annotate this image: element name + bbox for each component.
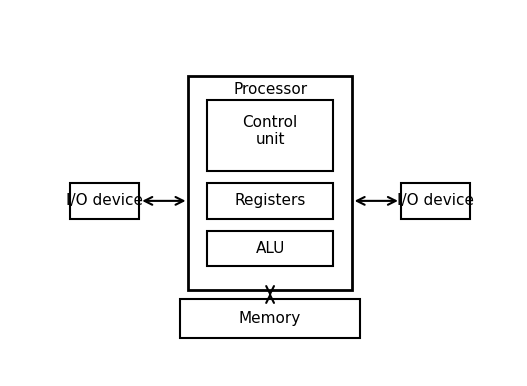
- Bar: [207, 100, 334, 171]
- Text: I/O device: I/O device: [397, 193, 474, 208]
- Bar: [189, 76, 352, 290]
- Bar: [207, 230, 334, 266]
- Text: Registers: Registers: [235, 193, 306, 208]
- Text: Memory: Memory: [239, 311, 301, 326]
- Bar: [401, 183, 470, 219]
- Text: ALU: ALU: [256, 241, 285, 256]
- Text: Control
unit: Control unit: [242, 115, 298, 147]
- Text: I/O device: I/O device: [66, 193, 143, 208]
- Text: Processor: Processor: [233, 82, 307, 97]
- Bar: [207, 183, 334, 219]
- Bar: [180, 299, 360, 338]
- Bar: [70, 183, 139, 219]
